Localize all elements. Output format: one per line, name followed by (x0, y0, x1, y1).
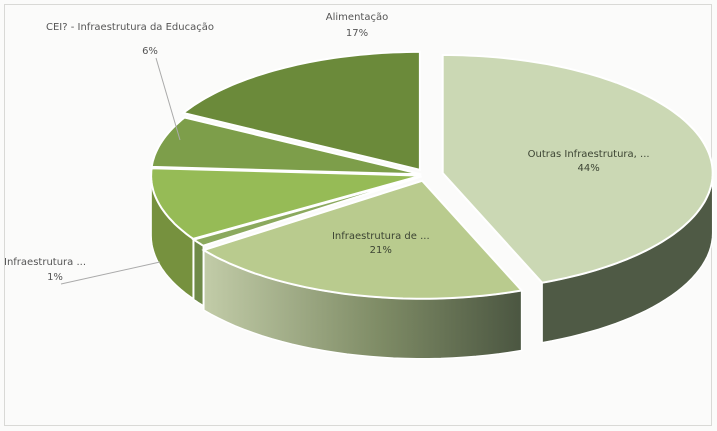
slice-percent-1: 21% (370, 245, 392, 256)
pie-slice-2 (191, 175, 423, 247)
callout-percent-5: 17% (346, 28, 368, 39)
pie-slice-side-2 (192, 238, 205, 307)
callout-leader-4 (155, 57, 181, 141)
pie-slice-3 (150, 167, 422, 240)
callout-label-2: Infraestrutura ... (4, 257, 86, 268)
callout-percent-2: 1% (47, 272, 63, 283)
pie-slice-1 (201, 179, 524, 300)
slice-label-0: Outras Infraestrutura, ... (528, 149, 650, 160)
slice-label-1: Infraestrutura de ... (332, 231, 430, 242)
callout-label-4: CEI? - Infraestrutura da Educação (46, 22, 214, 33)
pie-slice-4 (150, 116, 422, 176)
slice-percent-0: 44% (577, 163, 599, 174)
pie-slice-5 (181, 50, 421, 172)
pie-slice-0 (441, 54, 714, 284)
callout-leader-2 (60, 261, 161, 285)
callout-label-5: Alimentação (326, 12, 388, 23)
callout-percent-4: 6% (142, 46, 158, 57)
